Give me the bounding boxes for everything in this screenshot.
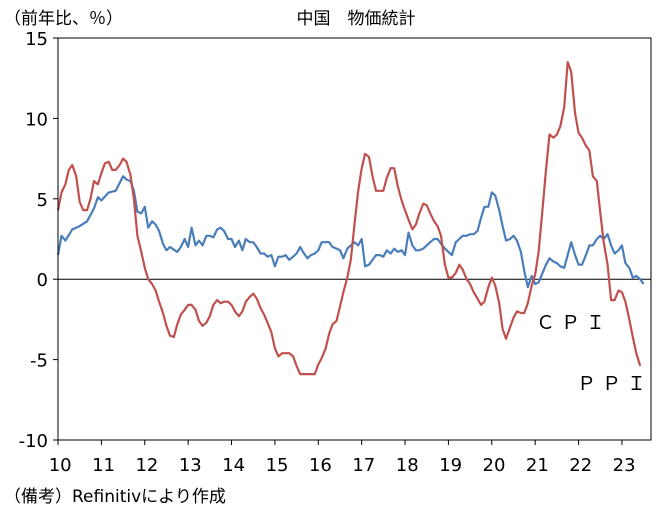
x-tick-label: 16 bbox=[309, 455, 332, 476]
y-tick-label: 10 bbox=[25, 109, 48, 130]
y-tick-label: 0 bbox=[37, 270, 48, 291]
series-line-cpi bbox=[56, 175, 645, 289]
x-axis: 10 11 12 13 14 15 16 17 18 19 20 21 22 23 bbox=[49, 440, 636, 476]
chart-title: 中国 物価統計 bbox=[297, 9, 416, 29]
y-tick-label: -10 bbox=[19, 431, 48, 452]
y-axis: 15 10 5 0 -5 -10 bbox=[19, 29, 651, 452]
series-label-cpi: ＣＰＩ bbox=[536, 312, 611, 334]
series-line-ppi bbox=[56, 61, 642, 376]
x-tick-label: 15 bbox=[266, 455, 289, 476]
y-tick-label: 15 bbox=[25, 29, 48, 50]
y-axis-unit-label: （前年比、％） bbox=[4, 9, 123, 29]
x-tick-label: 17 bbox=[352, 455, 375, 476]
series-label-ppi: ＰＰＩ bbox=[577, 373, 652, 395]
x-tick-label: 20 bbox=[483, 455, 506, 476]
plot-frame bbox=[57, 37, 652, 441]
x-tick-label: 22 bbox=[569, 455, 592, 476]
source-note: （備考）Refinitivにより作成 bbox=[4, 487, 226, 507]
x-tick-label: 21 bbox=[526, 455, 549, 476]
y-tick-label: 5 bbox=[37, 190, 48, 211]
x-tick-label: 12 bbox=[135, 455, 158, 476]
x-tick-label: 18 bbox=[396, 455, 419, 476]
x-tick-label: 13 bbox=[179, 455, 202, 476]
y-tick-label: -5 bbox=[30, 351, 48, 372]
x-tick-label: 23 bbox=[613, 455, 636, 476]
x-tick-label: 10 bbox=[49, 455, 72, 476]
x-tick-label: 11 bbox=[92, 455, 115, 476]
series-group bbox=[56, 61, 645, 376]
x-tick-label: 14 bbox=[222, 455, 245, 476]
x-tick-label: 19 bbox=[439, 455, 462, 476]
